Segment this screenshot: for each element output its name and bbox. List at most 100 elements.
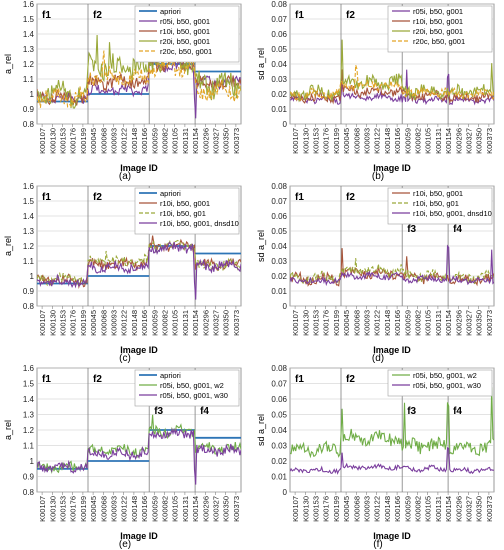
series-line xyxy=(37,49,241,106)
panel-label: (c) xyxy=(119,353,131,364)
x-axis-title: Image ID xyxy=(120,531,158,541)
x-tick-label: K00176 xyxy=(69,128,78,154)
x-tick-label: K00122 xyxy=(120,310,129,336)
x-tick-label: K00350 xyxy=(222,496,231,522)
series-line xyxy=(37,235,241,289)
region-label: f1 xyxy=(42,192,51,203)
legend-label: apriori xyxy=(160,371,181,380)
x-tick-label: K00350 xyxy=(222,310,231,336)
y-tick-label: 0.03 xyxy=(271,442,287,451)
y-tick-label: 1 xyxy=(30,272,35,281)
legend-label: r10i, b50, g001, dnsd10 xyxy=(413,209,492,218)
y-tick-label: 1.3 xyxy=(23,45,35,54)
chart-panel-d: 0 0.01 0.02 0.03 0.04 0.05 0.06 0.07 0.08 f1 f2 f3 f… xyxy=(256,182,495,364)
x-tick-label: K00122 xyxy=(373,310,382,336)
x-tick-label: K00131 xyxy=(434,496,443,522)
legend-box xyxy=(387,5,493,53)
x-tick-label: K00350 xyxy=(222,128,231,154)
x-tick-label: K00373 xyxy=(232,310,241,336)
series-line xyxy=(290,447,494,475)
x-tick-label: K00153 xyxy=(312,310,321,336)
region-label: f2 xyxy=(93,10,102,21)
x-axis-title: Image ID xyxy=(120,345,158,355)
x-tick-label: K00045 xyxy=(89,128,98,154)
y-tick-label: 1.1 xyxy=(23,442,35,451)
y-tick-label: 1.5 xyxy=(23,15,35,24)
y-tick-label: 0 xyxy=(283,120,288,129)
series-line xyxy=(37,427,241,485)
y-tick-label: 1.4 xyxy=(23,212,35,221)
legend-label: r20c, b50, g001 xyxy=(160,47,212,56)
x-tick-label: K00148 xyxy=(383,496,392,522)
y-tick-label: 0.01 xyxy=(271,105,287,114)
y-axis-title: a_rel xyxy=(3,420,13,440)
y-tick-label: 0.07 xyxy=(271,380,287,389)
x-tick-label: K00199 xyxy=(79,496,88,522)
x-tick-label: K00176 xyxy=(69,496,78,522)
x-axis-title: Image ID xyxy=(373,345,411,355)
x-tick-label: K00105 xyxy=(171,128,180,154)
region-label: f1 xyxy=(42,10,51,21)
x-tick-label: K00154 xyxy=(191,310,200,336)
x-tick-label: K00199 xyxy=(79,310,88,336)
x-tick-label: K00059 xyxy=(150,128,159,154)
x-tick-label: K00176 xyxy=(322,310,331,336)
x-tick-label: K00093 xyxy=(363,496,372,522)
x-tick-label: K00176 xyxy=(322,496,331,522)
x-tick-label: K00154 xyxy=(444,310,453,336)
y-tick-label: 0.01 xyxy=(271,473,287,482)
y-tick-label: 1.6 xyxy=(23,182,35,191)
x-tick-label: K00059 xyxy=(150,310,159,336)
x-tick-label: K00045 xyxy=(342,128,351,154)
x-tick-label: K00166 xyxy=(140,128,149,154)
x-tick-label: K00327 xyxy=(212,310,221,336)
legend-label: r05i, b50, g001 xyxy=(413,7,463,16)
panel-label: (b) xyxy=(372,171,384,182)
x-tick-label: K00350 xyxy=(475,310,484,336)
y-tick-label: 0.08 xyxy=(271,0,287,9)
legend-label: r20c, b50, g001 xyxy=(413,37,465,46)
x-tick-label: K00082 xyxy=(414,128,423,154)
y-axis-title: sd a_rel xyxy=(256,414,266,446)
x-tick-label: K00105 xyxy=(171,310,180,336)
y-tick-label: 1.3 xyxy=(23,411,35,420)
y-tick-label: 0.06 xyxy=(271,30,287,39)
legend-label: r10i, b50, g01 xyxy=(160,209,206,218)
x-tick-label: K00105 xyxy=(424,128,433,154)
region-label: f2 xyxy=(346,192,355,203)
region-label: f1 xyxy=(42,374,51,385)
legend-label: r05i, b50, g001, w2 xyxy=(413,371,477,380)
x-tick-label: K00148 xyxy=(130,128,139,154)
legend-label: r10i, b50, g001 xyxy=(160,27,210,36)
x-tick-label: K00296 xyxy=(201,496,210,522)
x-tick-label: K00130 xyxy=(301,128,310,154)
x-tick-label: K00296 xyxy=(454,310,463,336)
x-tick-label: K00059 xyxy=(403,128,412,154)
y-tick-label: 1.5 xyxy=(23,197,35,206)
legend-label: r05i, b50, g001 xyxy=(160,17,210,26)
x-tick-label: K00093 xyxy=(363,128,372,154)
x-tick-label: K00373 xyxy=(232,496,241,522)
region-label: f2 xyxy=(346,374,355,385)
x-tick-label: K00296 xyxy=(201,310,210,336)
region-label: f2 xyxy=(93,374,102,385)
chart-panel-b: 00.010.020.030.040.050.060.070.08f1f2f3f… xyxy=(256,0,495,182)
legend-label: r10i, b50, g001 xyxy=(413,189,463,198)
y-tick-label: 0.06 xyxy=(271,212,287,221)
y-tick-label: 1.4 xyxy=(23,395,35,404)
x-tick-label: K00131 xyxy=(181,128,190,154)
y-tick-label: 0.06 xyxy=(271,395,287,404)
region-label: f1 xyxy=(295,374,304,385)
x-tick-label: K00166 xyxy=(140,310,149,336)
y-tick-label: 0.04 xyxy=(271,242,287,251)
x-tick-label: K00130 xyxy=(301,496,310,522)
y-tick-label: 1.6 xyxy=(23,364,35,373)
legend-label: r20i, b50, g001 xyxy=(160,37,210,46)
y-tick-label: 1 xyxy=(30,457,35,466)
x-tick-label: K00327 xyxy=(212,496,221,522)
x-tick-label: K00068 xyxy=(352,310,361,336)
y-tick-label: 0.08 xyxy=(271,364,287,373)
